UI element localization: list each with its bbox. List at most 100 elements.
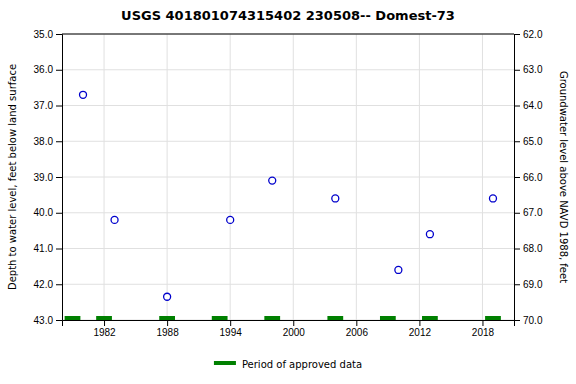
y2-axis-tick-mark (514, 320, 520, 321)
x-axis-tick: 1994 (220, 320, 243, 338)
y-axis-tick: 42.0 (34, 279, 62, 290)
legend-swatch (214, 361, 236, 365)
series-0 (80, 91, 497, 300)
data-point (426, 231, 433, 238)
data-point (395, 266, 402, 273)
y2-axis-tick-mark (514, 213, 520, 214)
y-axis-tick-mark (56, 106, 62, 107)
y2-axis-tick-label: 68.0 (523, 243, 543, 254)
x-axis-tick-mark (167, 320, 168, 326)
y-axis-tick-label: 42.0 (34, 279, 54, 290)
y-axis-tick: 43.0 (34, 315, 62, 326)
approved-period-bar (380, 316, 396, 320)
y2-axis-tick-label: 66.0 (523, 172, 543, 183)
y2-axis-tick: 62.0 (514, 29, 543, 40)
x-axis-tick-label: 1982 (93, 327, 116, 338)
y-axis-tick: 39.0 (34, 172, 62, 183)
y2-axis-tick: 69.0 (514, 279, 543, 290)
approved-period-bar (422, 316, 438, 320)
approved-period-bar (327, 316, 343, 320)
grid-line-y (62, 177, 514, 178)
y-axis-line (56, 35, 63, 321)
x-axis-tick-mark (482, 320, 483, 326)
y-axis-tick-mark (56, 284, 62, 285)
y-axis-tick-label: 43.0 (34, 315, 54, 326)
y-axis-tick: 35.0 (34, 29, 62, 40)
grid-line-y (62, 34, 514, 35)
y2-axis-tick-label: 70.0 (523, 315, 543, 326)
x-axis-tick-label: 2000 (283, 327, 306, 338)
approved-period-bar (159, 316, 175, 320)
x-axis-tick-mark (293, 320, 294, 326)
plot-frame-top (62, 34, 514, 35)
y-axis-tick: 36.0 (34, 64, 62, 75)
y2-axis-tick-label: 67.0 (523, 207, 543, 218)
y-axis-tick-mark (56, 213, 62, 214)
x-axis-tick: 2006 (346, 320, 369, 338)
y2-axis-tick: 70.0 (514, 315, 543, 326)
data-point (111, 216, 118, 223)
approved-period-bar (96, 316, 112, 320)
legend-item: Period of approved data (214, 359, 362, 370)
y2-axis: 62.0 63.0 64.0 65.0 66.0 67.0 68.0 69.0 70.0 (514, 29, 543, 326)
y2-axis-tick-mark (514, 106, 520, 107)
x-axis-tick-label: 2006 (346, 327, 369, 338)
y2-axis-tick-mark (514, 249, 520, 250)
y-axis-tick-mark (56, 177, 62, 178)
y-axis-tick-label: 37.0 (34, 100, 54, 111)
y-axis: 35.0 36.0 37.0 38.0 39.0 40.0 41.0 42.0 43.0 (34, 29, 63, 326)
y2-axis-tick: 65.0 (514, 136, 543, 147)
approved-period-bar (65, 316, 81, 320)
approved-period-bar (212, 316, 228, 320)
grid-line-y (62, 69, 514, 70)
grid (62, 34, 514, 320)
x-axis-tick: 2000 (283, 320, 306, 338)
x-axis-tick: 1988 (156, 320, 179, 338)
x-axis-tick-label: 1988 (156, 327, 179, 338)
y-axis-tick-label: 38.0 (34, 136, 54, 147)
y-axis-tick: 40.0 (34, 207, 62, 218)
data-point (164, 293, 171, 300)
y2-axis-tick: 63.0 (514, 64, 543, 75)
y-axis-tick-mark (56, 249, 62, 250)
y2-axis-tick-mark (514, 70, 520, 71)
y2-axis-line (515, 35, 521, 321)
y2-axis-tick-label: 62.0 (523, 29, 543, 40)
y2-axis-tick-mark (514, 177, 520, 178)
y-axis-tick-mark (56, 34, 62, 35)
y2-axis-tick-mark (514, 141, 520, 142)
y2-axis-title: Groundwater level above NAVD 1988, feet (558, 71, 569, 283)
y2-axis-tick-label: 65.0 (523, 136, 543, 147)
y-axis-tick-label: 35.0 (34, 29, 54, 40)
y2-axis-tick-label: 64.0 (523, 100, 543, 111)
title: USGS 401801074315402 230508-- Domest-73 (121, 8, 455, 23)
y-axis-title: Depth to water level, feet below land su… (7, 64, 18, 290)
y2-axis-tick: 68.0 (514, 243, 543, 254)
x-axis-tick-mark (356, 320, 357, 326)
y2-axis-tick: 64.0 (514, 100, 543, 111)
x-axis-tick-label: 2012 (409, 327, 432, 338)
data-point (80, 91, 87, 98)
y-axis-tick-mark (56, 141, 62, 142)
data-point (489, 195, 496, 202)
grid-line-y (62, 105, 514, 106)
marks (65, 91, 501, 320)
plot-root: 1982 1988 1994 2000 2006 2012 2018 35.0 36.0 37.0… (34, 29, 543, 338)
y2-axis-tick-mark (514, 284, 520, 285)
x-axis-tick-mark (419, 320, 420, 326)
data-point (227, 216, 234, 223)
x-axis-line (63, 321, 515, 327)
y2-axis-tick-label: 63.0 (523, 64, 543, 75)
grid-line-y (62, 284, 514, 285)
approved-period-bar (264, 316, 280, 320)
y-axis-tick: 37.0 (34, 100, 62, 111)
y-axis-tick-mark (56, 70, 62, 71)
y-axis-tick-mark (56, 320, 62, 321)
y-axis-tick: 41.0 (34, 243, 62, 254)
x-axis-tick: 2012 (409, 320, 432, 338)
data-point (332, 195, 339, 202)
data-point (269, 177, 276, 184)
x-axis-tick-label: 2018 (472, 327, 495, 338)
y-axis-tick-label: 41.0 (34, 243, 54, 254)
x-axis-tick: 2018 (472, 320, 495, 338)
